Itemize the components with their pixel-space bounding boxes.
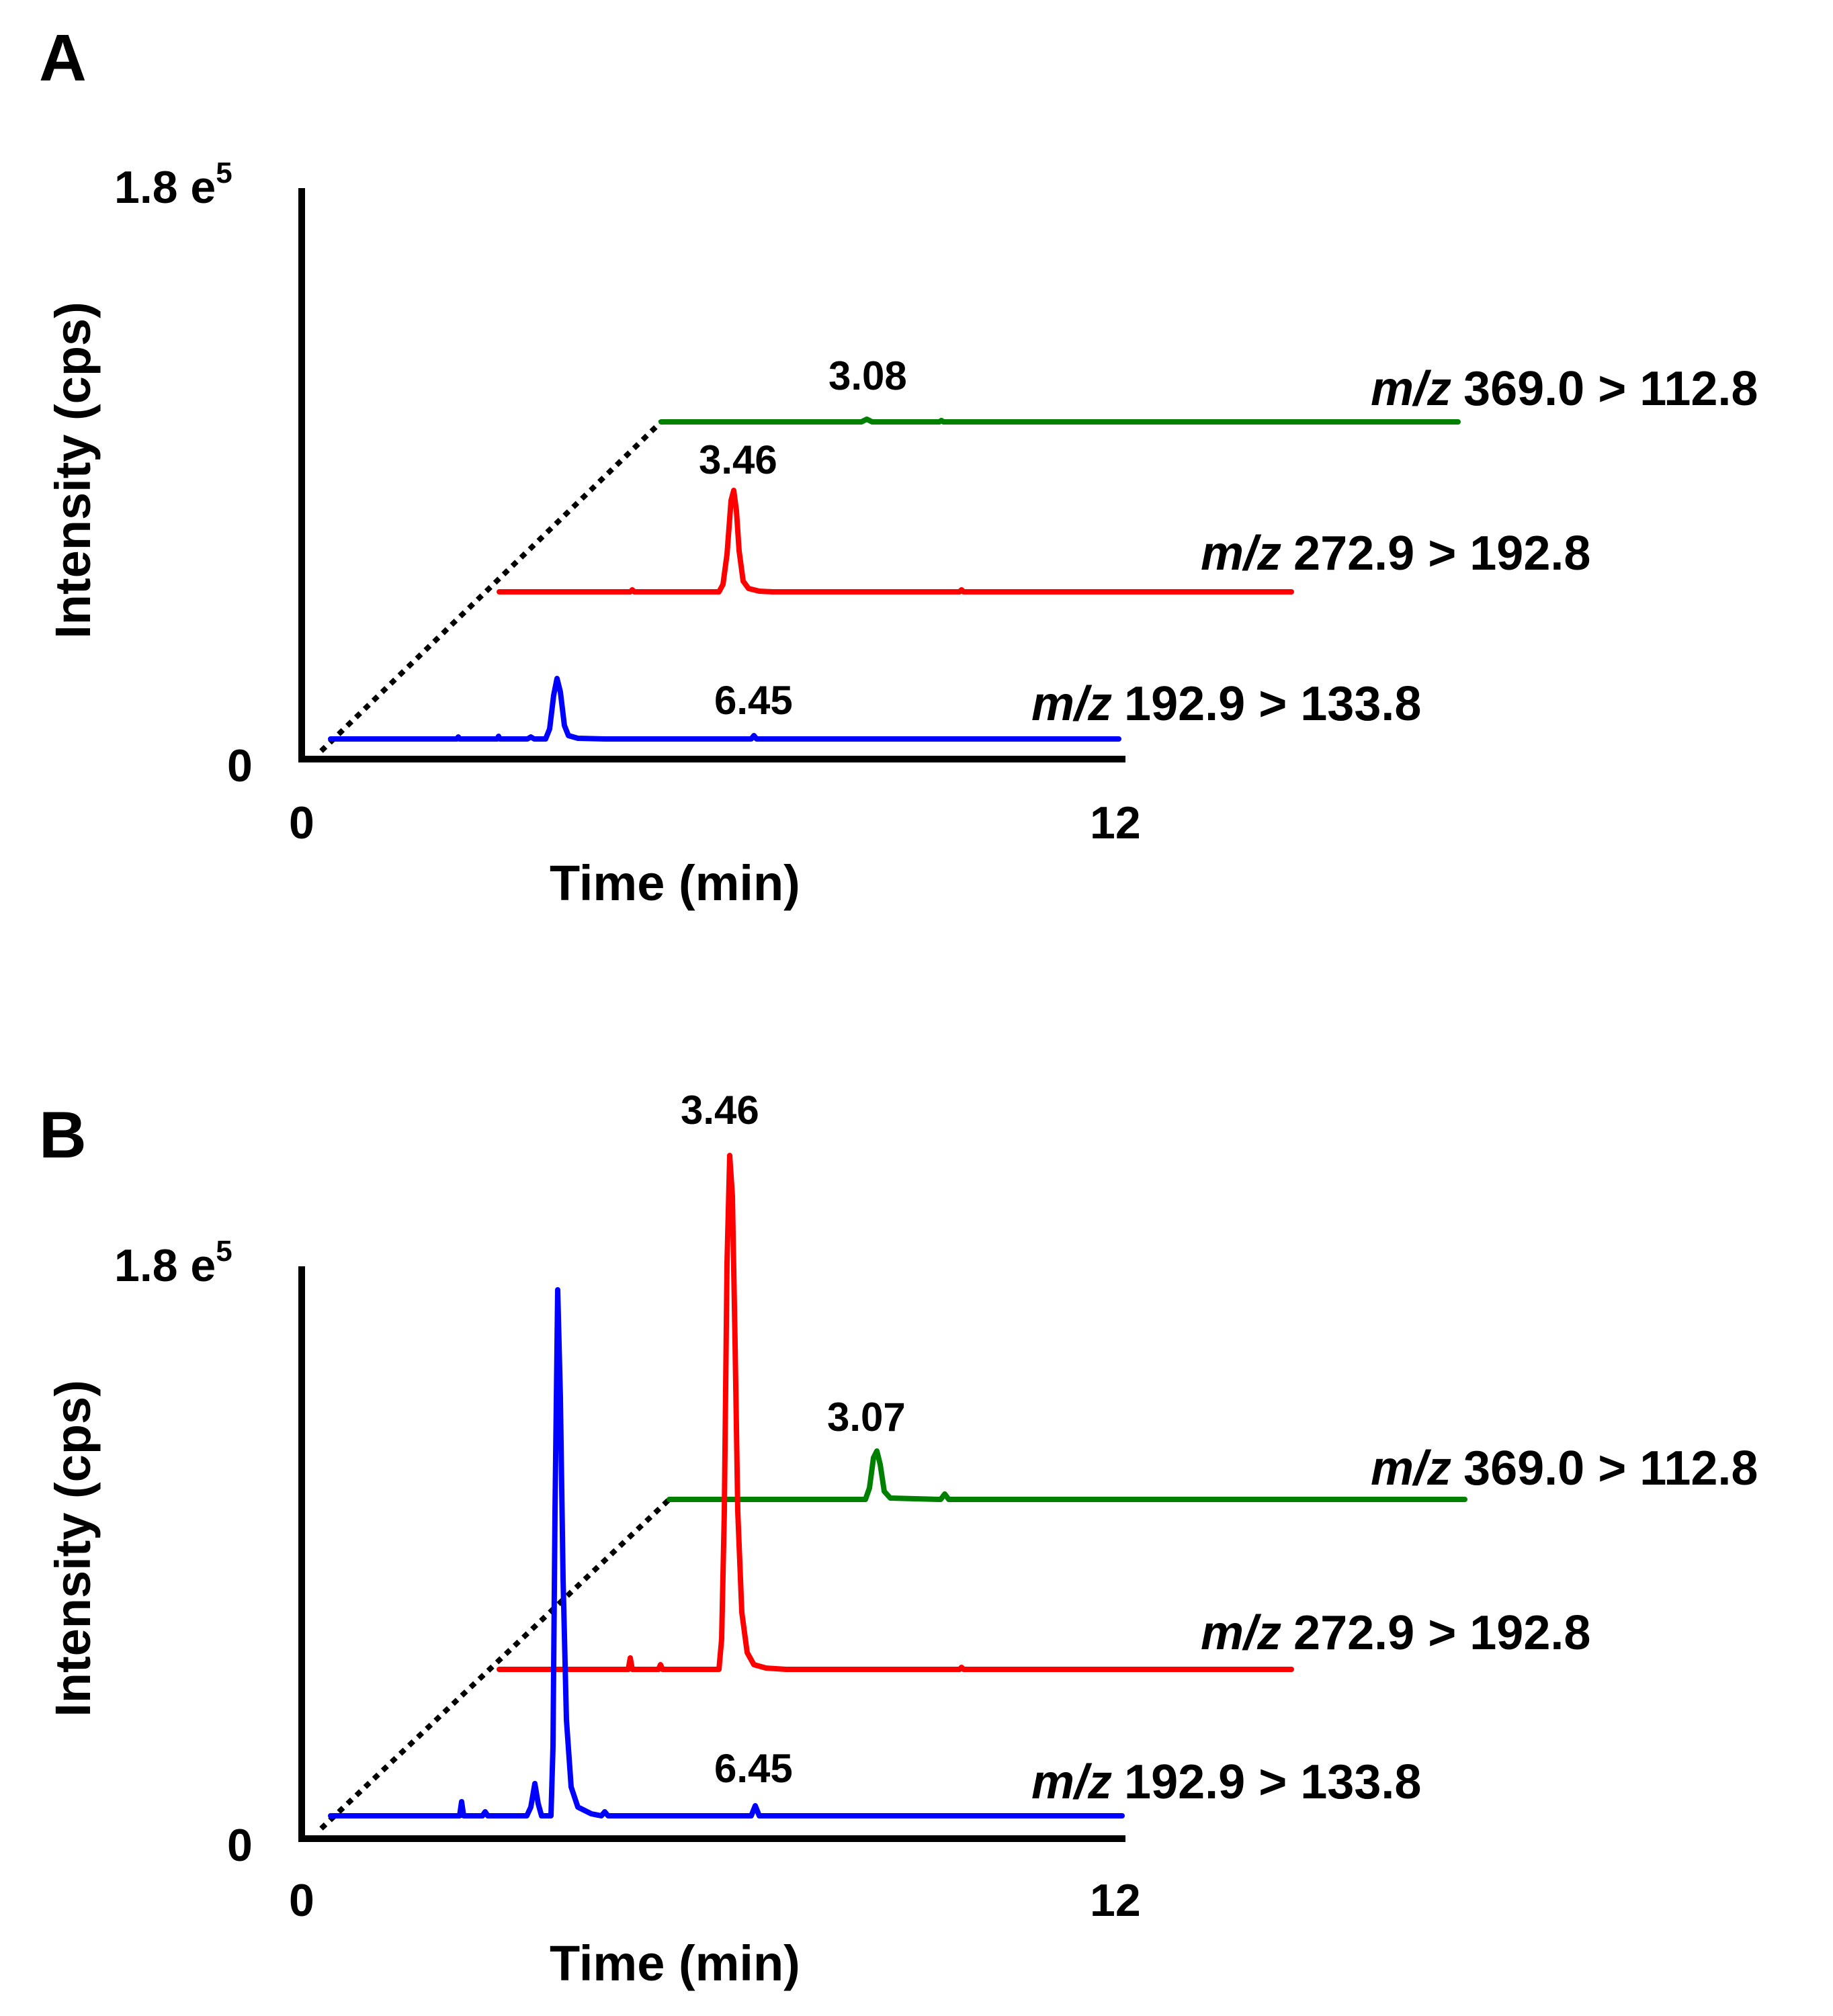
panel-b-x-max-label: 12: [1090, 1875, 1141, 1926]
panel-b-peak-label-6.45: 6.45: [714, 1746, 793, 1791]
panel-b-y-min-label: 0: [227, 1820, 253, 1871]
panel-a-y-max-label: 1.8 e5: [114, 157, 232, 213]
panel-b-legend-369: m/z 369.0 > 112.8: [1371, 1442, 1758, 1495]
panel-label-a: A: [39, 21, 87, 95]
panel-b-peak-label-3.46: 3.46: [681, 1088, 759, 1133]
panel-b-trace-272: [497, 1153, 1294, 1672]
panel-b-x-min-label: 0: [289, 1875, 314, 1926]
panel-b-legend-272: m/z 272.9 > 192.8: [1201, 1606, 1590, 1660]
panel-b-y-max-label: 1.8 e5: [114, 1235, 232, 1291]
panel-a-legend-369: m/z 369.0 > 112.8: [1371, 362, 1758, 416]
panel-b-peak-label-3.07: 3.07: [827, 1395, 906, 1440]
panel-b-legend-192: m/z 192.9 > 133.8: [1031, 1755, 1421, 1809]
panel-a-peak-label-3.46: 3.46: [699, 437, 777, 482]
panel-a-legend-192: m/z 192.9 > 133.8: [1031, 677, 1421, 731]
panel-a-peak-label-3.08: 3.08: [828, 353, 907, 398]
panel-a-trace-192: [328, 676, 1121, 742]
panel-b-offset-guide: [319, 1497, 671, 1831]
panel-a-trace-369: [658, 417, 1461, 425]
panel-a-trace-272: [497, 488, 1294, 595]
panel-b-trace-369: [667, 1448, 1467, 1502]
panel-a-offset-guide: [319, 420, 663, 753]
panel-a-axes: [298, 188, 1125, 762]
panel-a-peak-label-6.45: 6.45: [714, 678, 793, 723]
panel-b: B 1.8 e5 0 0 12 Time (min) Intensity (cp…: [39, 1088, 1758, 1991]
panel-b-y-axis-title: Intensity (cps): [45, 1380, 101, 1717]
panel-a-x-axis-title: Time (min): [550, 855, 800, 911]
panel-b-axes: [298, 1266, 1125, 1842]
panel-a-y-axis-title: Intensity (cps): [45, 302, 101, 639]
panel-a-legend-272: m/z 272.9 > 192.8: [1201, 527, 1590, 580]
panel-b-trace-192: [328, 1287, 1125, 1818]
panel-a-x-max-label: 12: [1090, 797, 1141, 848]
panel-b-x-axis-title: Time (min): [550, 1935, 800, 1991]
panel-a-y-min-label: 0: [227, 740, 253, 791]
panel-a: A 1.8 e5 0 0 12 Time (min) Intensity (cp…: [39, 21, 1758, 911]
panel-a-x-min-label: 0: [289, 797, 314, 848]
panel-label-b: B: [39, 1098, 87, 1172]
